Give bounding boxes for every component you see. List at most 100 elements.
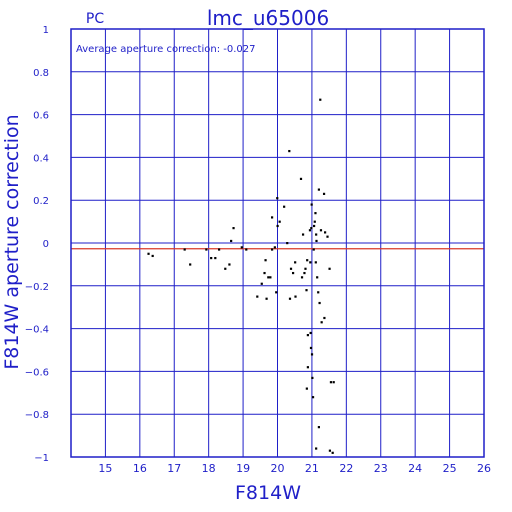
data-point (312, 224, 316, 228)
data-point (305, 387, 308, 390)
data-point (316, 276, 319, 279)
data-point (270, 248, 274, 251)
data-point (319, 229, 323, 232)
data-point (310, 353, 314, 356)
data-point (301, 233, 305, 236)
x-axis-label: F814W (235, 482, 301, 504)
y-tick-label: −0.2 (25, 282, 49, 293)
data-point (304, 267, 307, 270)
data-point (331, 451, 334, 454)
average-correction-annotation: Average aperture correction: -0.027 (76, 44, 256, 55)
x-tick-label: 26 (477, 462, 491, 475)
grid (71, 28, 485, 458)
data-point (291, 271, 295, 275)
data-point (314, 212, 317, 215)
data-point (329, 381, 333, 384)
data-point (228, 263, 231, 266)
data-point (240, 246, 243, 249)
data-point (217, 248, 221, 251)
x-tick-label: 24 (408, 462, 422, 475)
data-point (276, 197, 279, 200)
y-tick-label: 0 (43, 239, 49, 250)
data-point (312, 248, 315, 251)
data-point (270, 216, 274, 219)
data-points (147, 98, 335, 454)
x-tick-label: 15 (98, 462, 112, 475)
data-point (319, 98, 322, 101)
y-tick-label: −0.8 (25, 410, 49, 421)
data-point (309, 261, 312, 264)
data-point (309, 331, 312, 335)
data-point (283, 205, 286, 208)
data-point (317, 426, 320, 429)
data-point (317, 188, 320, 191)
y-tick-label: 0.8 (33, 68, 49, 79)
data-point (294, 261, 297, 264)
data-point (314, 261, 317, 264)
data-point (323, 316, 326, 320)
data-point (265, 297, 268, 300)
y-tick-labels: 1 0.8 0.6 0.4 0.2 0 −0.2 −0.4 −0.6 −0.8 −1 (25, 25, 49, 464)
data-point (318, 301, 321, 305)
data-point (315, 447, 318, 450)
data-point (232, 227, 235, 230)
data-point (323, 231, 327, 234)
data-point (245, 248, 248, 251)
data-point (313, 220, 316, 223)
chart-title: lmc_u65006 (207, 6, 329, 30)
data-point (315, 239, 318, 243)
data-point (286, 242, 289, 245)
y-tick-label: 1 (43, 25, 49, 36)
data-point (269, 276, 272, 279)
data-point (306, 366, 309, 369)
data-point (317, 291, 320, 294)
data-point (210, 256, 213, 260)
x-tick-labels: 15 16 17 18 19 20 21 22 23 24 25 26 (98, 462, 491, 475)
x-tick-label: 17 (167, 462, 181, 475)
data-point (311, 376, 314, 380)
x-tick-label: 25 (443, 462, 457, 475)
x-tick-label: 22 (339, 462, 353, 475)
data-point (189, 263, 192, 266)
y-tick-label: −1 (34, 453, 49, 464)
data-point (183, 248, 186, 251)
camera-label: PC (86, 11, 104, 27)
plot-frame (70, 28, 485, 458)
data-point (306, 259, 309, 262)
data-point (230, 239, 233, 243)
data-point (205, 248, 208, 251)
data-point (315, 233, 318, 236)
y-tick-label: 0.4 (33, 153, 49, 164)
data-point (320, 321, 323, 324)
x-tick-label: 18 (202, 462, 216, 475)
data-point (147, 252, 150, 255)
data-point (278, 220, 281, 223)
data-point (328, 449, 332, 452)
data-point (263, 271, 266, 275)
x-tick-label: 21 (305, 462, 319, 475)
x-tick-label: 16 (133, 462, 147, 475)
data-point (308, 229, 312, 232)
data-point (264, 259, 267, 262)
y-axis-label: F814W aperture correction (1, 114, 23, 369)
data-point (288, 297, 292, 300)
data-point (151, 254, 154, 258)
data-point (214, 256, 217, 260)
data-point (328, 267, 331, 270)
data-point (299, 177, 303, 180)
y-tick-label: 0.6 (33, 111, 49, 122)
y-tick-label: −0.4 (25, 325, 49, 336)
data-point (322, 192, 326, 195)
data-point (288, 149, 291, 153)
data-point (273, 246, 276, 249)
data-point (305, 289, 308, 292)
data-point (276, 224, 279, 228)
data-point (309, 346, 313, 350)
data-point (275, 291, 278, 294)
data-point (267, 276, 270, 279)
data-point (332, 381, 335, 384)
data-point (294, 295, 297, 298)
data-point (224, 267, 227, 270)
x-tick-label: 20 (271, 462, 285, 475)
